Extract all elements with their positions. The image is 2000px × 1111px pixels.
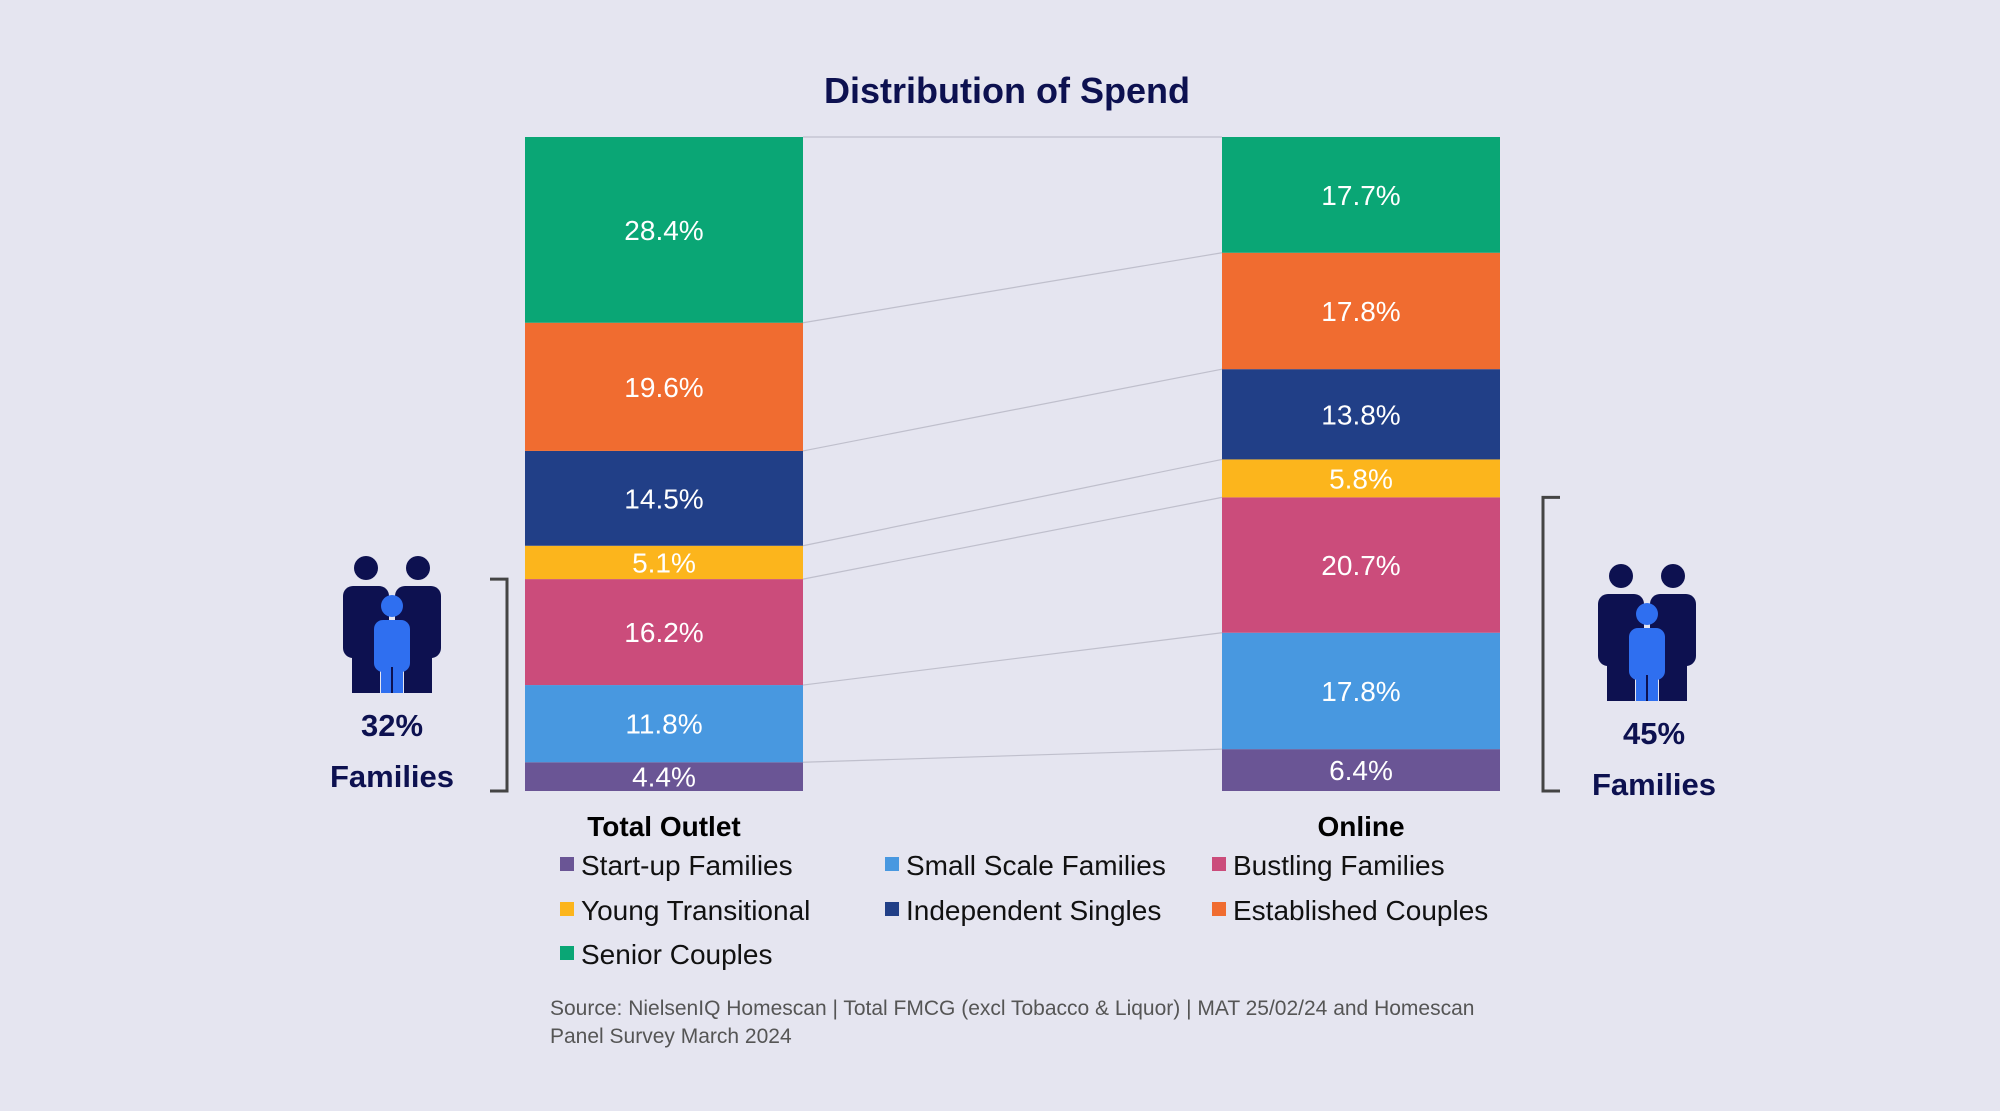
legend-label: Start-up Families xyxy=(581,850,793,881)
legend-item: Senior Couples xyxy=(560,939,772,970)
bracket xyxy=(490,577,509,793)
legend-item: Start-up Families xyxy=(560,850,793,881)
bar-segment-established-couples-0 xyxy=(525,322,803,451)
legend-swatch xyxy=(560,902,574,916)
source-line-2: Panel Survey March 2024 xyxy=(550,1025,792,1048)
legend-swatch xyxy=(885,902,899,916)
bar-segment-established-couples-1 xyxy=(1222,252,1500,370)
bar-segment-senior-couples-0 xyxy=(525,137,803,323)
bracket xyxy=(1541,495,1560,793)
legend-label: Bustling Families xyxy=(1233,850,1445,881)
families-label: Families xyxy=(1592,767,1716,802)
chart-title: Distribution of Spend xyxy=(824,70,1190,111)
legend-item: Young Transitional xyxy=(560,895,810,926)
legend-label: Small Scale Families xyxy=(906,850,1166,881)
bar-segment-bustling-families-0 xyxy=(525,579,803,686)
data-label: 17.7% xyxy=(1321,180,1400,211)
connector-line xyxy=(802,252,1223,324)
legend-item: Established Couples xyxy=(1212,895,1488,926)
family-annotation-left: 32% Families xyxy=(330,556,509,794)
data-label: 6.4% xyxy=(1329,755,1393,786)
legend-label: Young Transitional xyxy=(581,895,810,926)
connector-line xyxy=(802,368,1223,452)
legend-label: Established Couples xyxy=(1233,895,1488,926)
family-annotations: 32% Families 45% Families xyxy=(330,495,1716,802)
connector-lines xyxy=(802,136,1223,763)
legend-swatch xyxy=(885,857,899,871)
data-label: 13.8% xyxy=(1321,399,1400,430)
data-label: 17.8% xyxy=(1321,676,1400,707)
family-icon xyxy=(343,556,441,693)
bar-segment-start-up-families-1 xyxy=(1222,749,1500,791)
data-label: 14.5% xyxy=(624,483,703,514)
category-label: Online xyxy=(1317,811,1404,842)
category-labels: Total Outlet Online xyxy=(587,811,1404,842)
bar-segment-senior-couples-1 xyxy=(1222,137,1500,253)
connector-line xyxy=(802,632,1223,686)
bar-segment-young-transitional-0 xyxy=(525,545,803,580)
data-label: 17.8% xyxy=(1321,296,1400,327)
data-label: 28.4% xyxy=(624,215,703,246)
connector-line xyxy=(802,748,1223,763)
connector-line xyxy=(802,458,1223,547)
bar-segment-young-transitional-1 xyxy=(1222,459,1500,498)
legend-item: Bustling Families xyxy=(1212,850,1445,881)
data-label: 20.7% xyxy=(1321,550,1400,581)
data-label: 5.1% xyxy=(632,547,696,578)
bar-segment-start-up-families-0 xyxy=(525,762,803,791)
data-label: 4.4% xyxy=(632,762,696,793)
families-label: Families xyxy=(330,759,454,794)
legend-swatch xyxy=(560,946,574,960)
connector-line xyxy=(802,496,1223,580)
family-icon xyxy=(1598,564,1696,701)
data-label: 5.8% xyxy=(1329,463,1393,494)
family-annotation-right: 45% Families xyxy=(1541,495,1716,802)
source-line-1: Source: NielsenIQ Homescan | Total FMCG … xyxy=(550,997,1474,1020)
data-label: 19.6% xyxy=(624,372,703,403)
bar-segment-bustling-families-1 xyxy=(1222,497,1500,633)
families-percent: 32% xyxy=(361,708,423,743)
families-percent: 45% xyxy=(1623,716,1685,751)
bar-segment-small-scale-families-1 xyxy=(1222,632,1500,750)
legend-label: Independent Singles xyxy=(906,895,1161,926)
stacked-bars: 4.4% 11.8% 16.2% 5.1% 14.5% 19.6% 28.4% 6.4% 17.… xyxy=(525,137,1500,793)
legend-swatch xyxy=(560,857,574,871)
data-label: 16.2% xyxy=(624,617,703,648)
bar-segment-independent-singles-1 xyxy=(1222,369,1500,460)
legend-swatch xyxy=(1212,902,1226,916)
legend-item: Independent Singles xyxy=(885,895,1161,926)
legend-label: Senior Couples xyxy=(581,939,772,970)
category-label: Total Outlet xyxy=(587,811,740,842)
legend-swatch xyxy=(1212,857,1226,871)
legend-item: Small Scale Families xyxy=(885,850,1166,881)
bar-segment-small-scale-families-0 xyxy=(525,685,803,763)
legend: Start-up Families Small Scale Families Bus… xyxy=(560,850,1488,970)
bar-segment-independent-singles-0 xyxy=(525,450,803,546)
data-label: 11.8% xyxy=(625,709,702,740)
